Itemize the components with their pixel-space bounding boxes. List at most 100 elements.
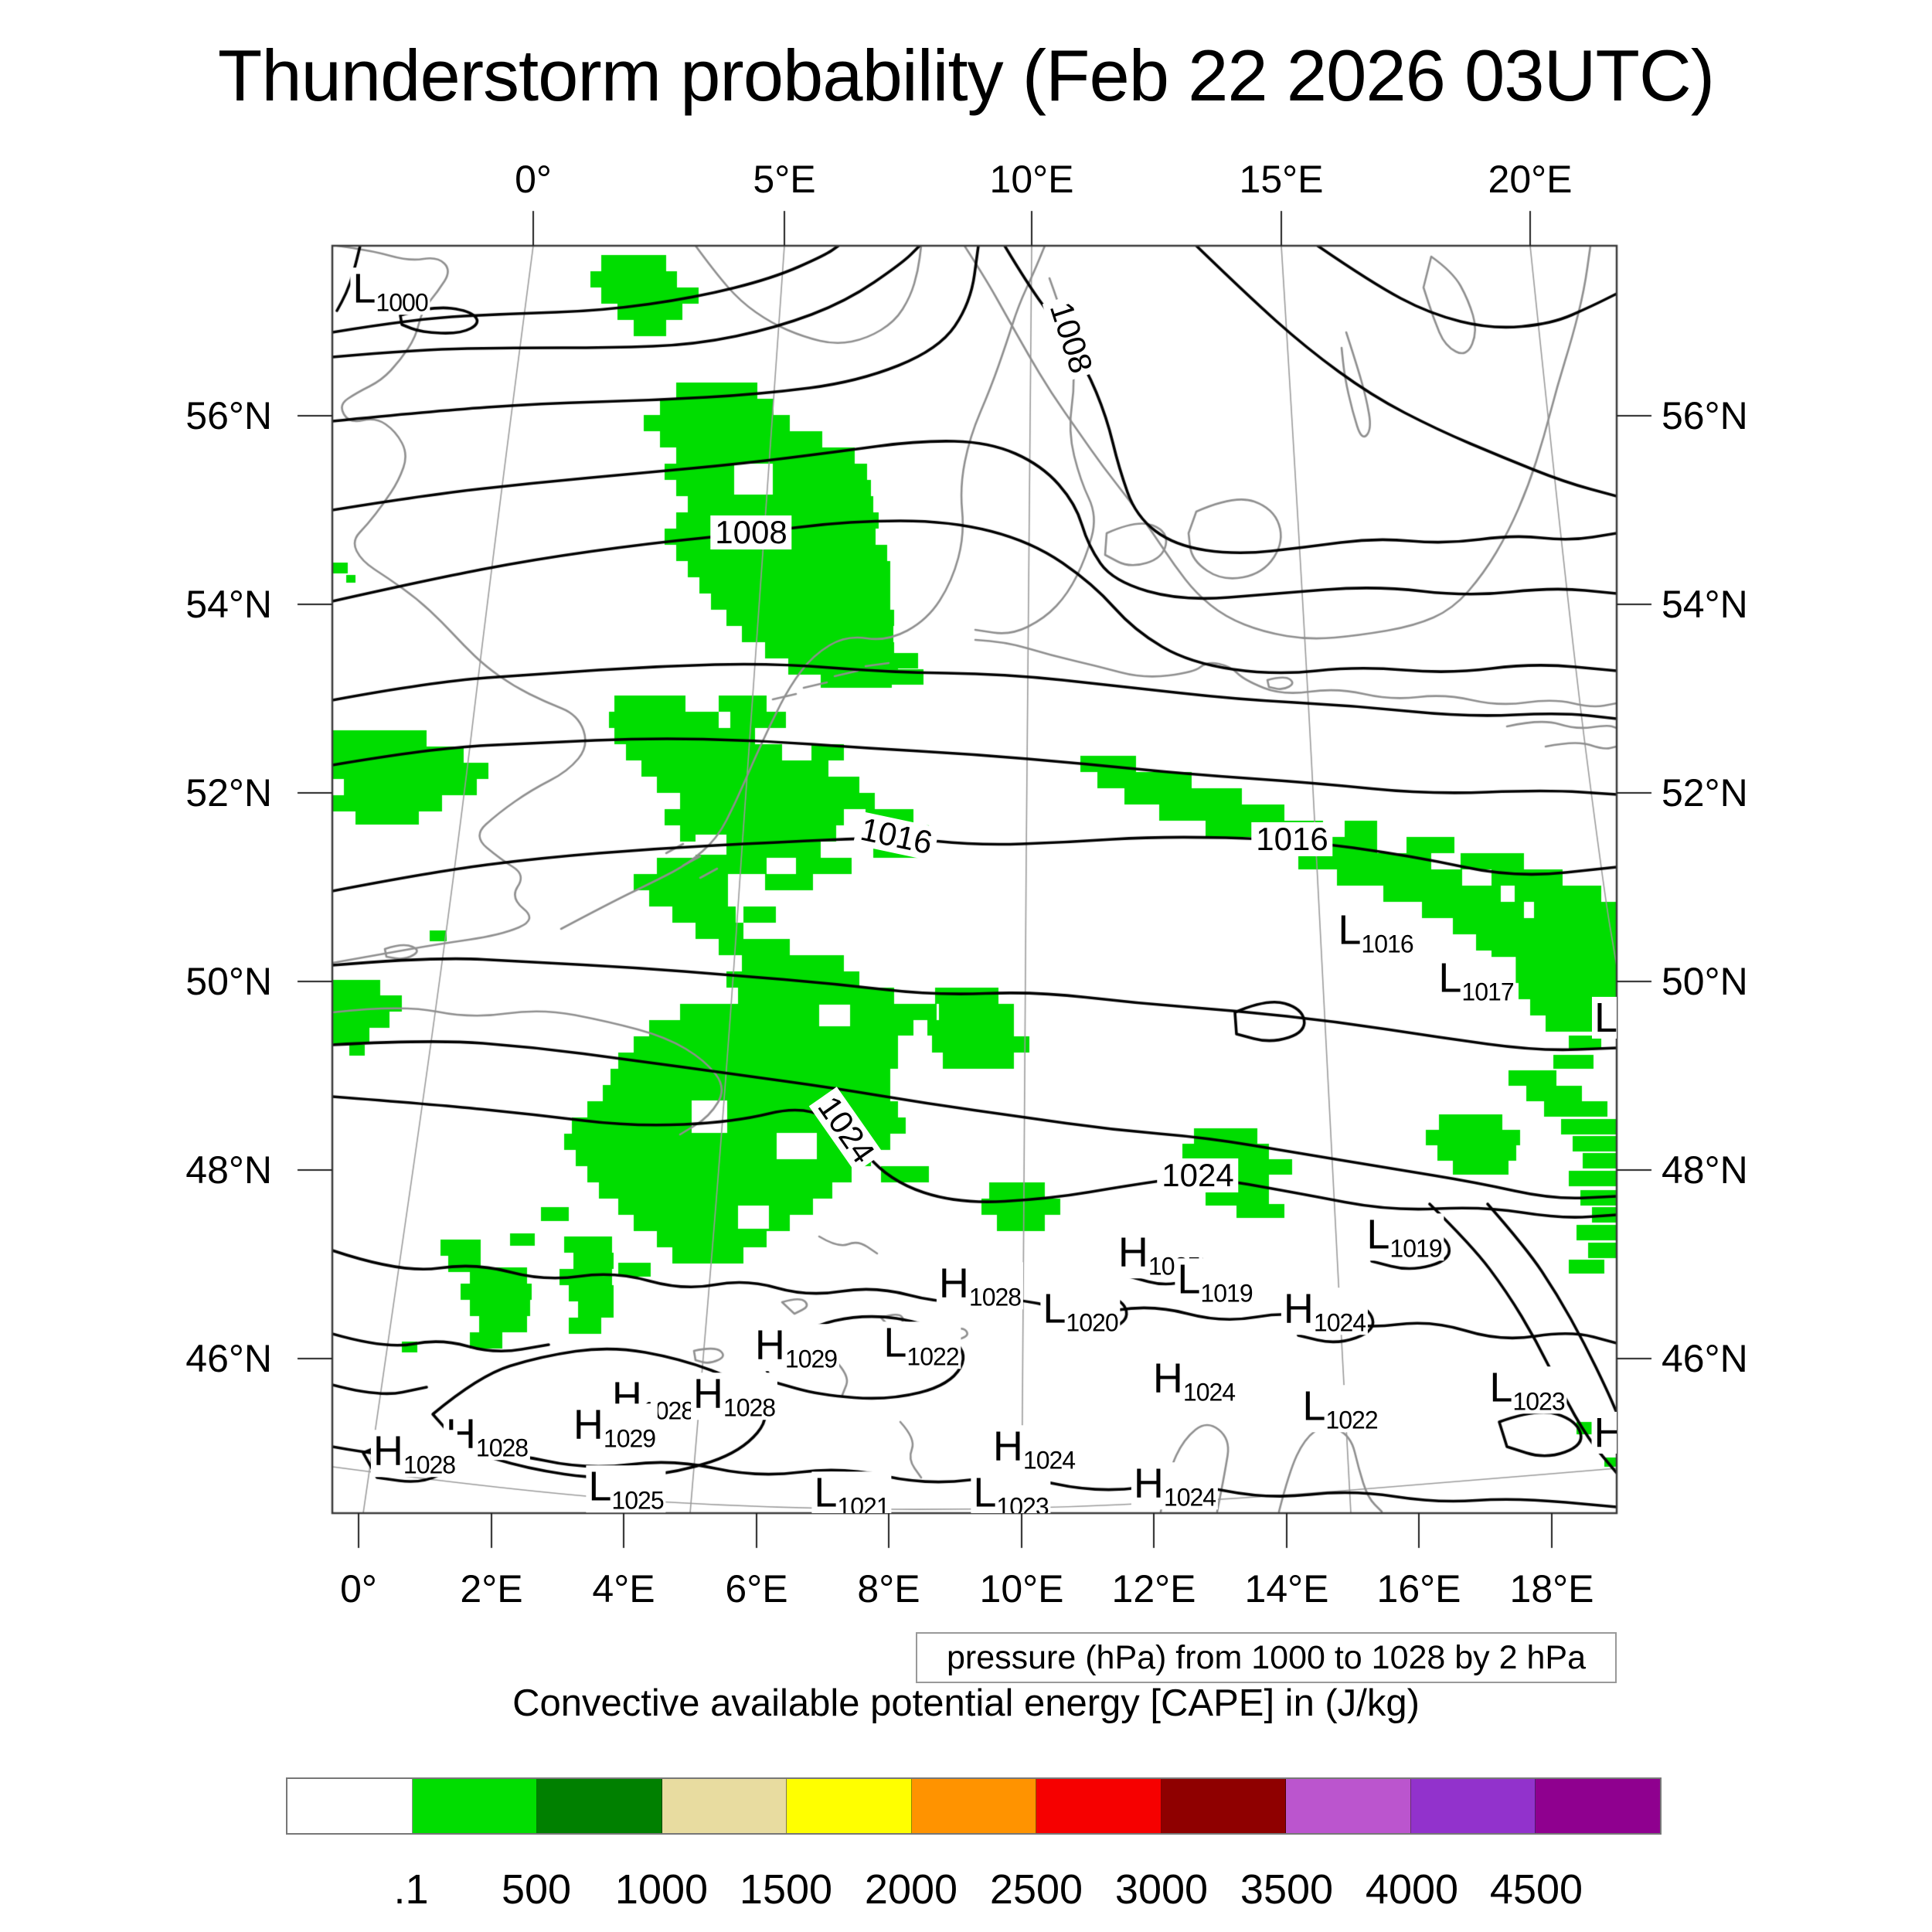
pressure-center-value: 1024 bbox=[1313, 1308, 1366, 1337]
pressure-center-letter: L bbox=[1489, 1364, 1513, 1411]
colorbar-tick-label: 2000 bbox=[864, 1866, 958, 1913]
colorbar-tick-label: 4000 bbox=[1365, 1866, 1459, 1913]
bottom-axis-tick-label: 18°E bbox=[1509, 1567, 1594, 1611]
pressure-center-value: 1028 bbox=[403, 1451, 456, 1479]
colorbar-segment bbox=[1161, 1779, 1287, 1833]
pressure-caption-box: pressure (hPa) from 1000 to 1028 by 2 hP… bbox=[916, 1632, 1617, 1683]
pressure-center-value: 1000 bbox=[376, 288, 428, 317]
isobar-value-label: 1016 bbox=[852, 811, 940, 862]
left-axis-tick-label: 50°N bbox=[185, 960, 272, 1003]
low-pressure-center-label: L1019 bbox=[1364, 1211, 1444, 1263]
high-pressure-center-label: H1024 bbox=[1131, 1462, 1219, 1512]
bottom-axis-tick-label: 12°E bbox=[1111, 1567, 1196, 1611]
right-axis-tick-label: 50°N bbox=[1662, 960, 1748, 1003]
right-axis-tick-label: 46°N bbox=[1662, 1337, 1748, 1380]
pressure-center-letter: H bbox=[1152, 1355, 1183, 1402]
pressure-center-value: 1022 bbox=[906, 1342, 959, 1371]
page-title: Thunderstorm probability (Feb 22 2026 03… bbox=[217, 35, 1715, 116]
top-axis-tick-label: 5°E bbox=[753, 158, 816, 201]
isobar-value-label: 1016 bbox=[1251, 822, 1333, 856]
pressure-center-letter: L bbox=[352, 265, 376, 312]
pressure-center-letter: L bbox=[1594, 994, 1617, 1041]
colorbar-tick-label: 3000 bbox=[1114, 1866, 1209, 1913]
bottom-axis-tick-label: 0° bbox=[340, 1567, 377, 1611]
pressure-center-value: 1024 bbox=[1022, 1446, 1076, 1475]
pressure-center-value: 1023 bbox=[1512, 1387, 1565, 1416]
low-pressure-center-label: L1019 bbox=[1175, 1256, 1255, 1308]
right-axis-tick-label: 48°N bbox=[1662, 1148, 1748, 1192]
pressure-center-letter: L bbox=[814, 1469, 838, 1513]
high-pressure-center-label: H1029 bbox=[570, 1403, 658, 1451]
colorbar-tick-label: .1 bbox=[393, 1866, 429, 1913]
colorbar-segment bbox=[787, 1779, 912, 1833]
bottom-axis-tick-label: 2°E bbox=[460, 1567, 523, 1611]
legend-title: Convective available potential energy [C… bbox=[512, 1682, 1420, 1724]
low-pressure-center-label: L1021 bbox=[811, 1469, 892, 1513]
pressure-center-value: 1020 bbox=[1066, 1308, 1118, 1337]
low-pressure-center-label: L1023 bbox=[1487, 1364, 1567, 1416]
colorbar-tick-label: 1000 bbox=[614, 1866, 709, 1913]
colorbar-segment bbox=[287, 1779, 413, 1833]
colorbar-tick-label: 1500 bbox=[739, 1866, 833, 1913]
isobar-value-label: 1008 bbox=[710, 515, 792, 549]
pressure-center-letter: H bbox=[692, 1370, 723, 1417]
colorbar-segment bbox=[911, 1779, 1037, 1833]
low-pressure-center-label: L1022 bbox=[1300, 1385, 1380, 1434]
pressure-center-letter: H bbox=[372, 1427, 403, 1475]
high-pressure-center-label: H bbox=[1591, 1411, 1617, 1454]
low-pressure-center-label: L bbox=[1591, 994, 1617, 1041]
pressure-center-letter: H bbox=[938, 1260, 969, 1307]
isobar-value-label: 1024 bbox=[808, 1087, 884, 1173]
pressure-center-value: 1029 bbox=[784, 1345, 838, 1373]
pressure-center-value: 1016 bbox=[1361, 930, 1413, 958]
colorbar-segment bbox=[412, 1779, 538, 1833]
pressure-center-letter: L bbox=[883, 1319, 907, 1366]
low-pressure-center-label: L1017 bbox=[1436, 954, 1516, 1005]
pressure-center-letter: L bbox=[1177, 1256, 1201, 1303]
high-pressure-center-label: H1029 bbox=[752, 1324, 840, 1373]
right-axis-tick-label: 52°N bbox=[1662, 771, 1748, 815]
left-axis-tick-label: 54°N bbox=[185, 583, 272, 626]
cape-colorbar bbox=[286, 1777, 1662, 1835]
high-pressure-center-label: H1028 bbox=[690, 1370, 778, 1422]
colorbar-segment bbox=[1410, 1779, 1536, 1833]
bottom-axis-tick-label: 6°E bbox=[725, 1567, 788, 1611]
top-axis-tick-label: 10°E bbox=[989, 158, 1074, 201]
high-pressure-center-label: H1024 bbox=[1281, 1287, 1369, 1337]
pressure-center-letter: L bbox=[973, 1469, 997, 1513]
pressure-center-value: 1028 bbox=[968, 1283, 1022, 1311]
isobar-value-label: 1008 bbox=[1042, 294, 1100, 382]
colorbar-tick-label: 3500 bbox=[1240, 1866, 1334, 1913]
bottom-axis-tick-label: 8°E bbox=[857, 1567, 920, 1611]
left-axis-tick-label: 52°N bbox=[185, 771, 272, 815]
pressure-center-value: 1028 bbox=[475, 1434, 529, 1462]
map-label-layer: L1000L1016L1017LH1025L1019H1028L1019L102… bbox=[332, 246, 1617, 1513]
pressure-center-value: 1019 bbox=[1200, 1279, 1253, 1308]
top-axis-tick-label: 0° bbox=[515, 158, 552, 201]
colorbar-segment bbox=[662, 1779, 787, 1833]
right-axis-tick-label: 56°N bbox=[1662, 394, 1748, 437]
pressure-center-value: 1024 bbox=[1163, 1483, 1216, 1512]
top-axis-tick-label: 20°E bbox=[1488, 158, 1573, 201]
left-axis-tick-label: 46°N bbox=[185, 1337, 272, 1380]
bottom-axis-tick-label: 16°E bbox=[1376, 1567, 1461, 1611]
pressure-center-value: 1022 bbox=[1325, 1406, 1378, 1434]
colorbar-segment bbox=[1536, 1779, 1661, 1833]
colorbar-tick-label: 500 bbox=[501, 1866, 572, 1913]
pressure-center-value: 1025 bbox=[611, 1486, 664, 1513]
low-pressure-center-label: L1023 bbox=[971, 1469, 1051, 1513]
pressure-center-letter: L bbox=[1438, 954, 1462, 1002]
bottom-axis-tick-label: 14°E bbox=[1244, 1567, 1329, 1611]
pressure-center-letter: L bbox=[588, 1463, 612, 1510]
low-pressure-center-label: L1000 bbox=[350, 267, 430, 315]
pressure-center-value: 1024 bbox=[1182, 1378, 1236, 1406]
pressure-center-value: 1019 bbox=[1389, 1234, 1442, 1263]
high-pressure-center-label: H1024 bbox=[1150, 1355, 1238, 1406]
pressure-center-value: 1028 bbox=[723, 1393, 776, 1422]
pressure-center-value: 1023 bbox=[996, 1492, 1049, 1513]
pressure-center-letter: L bbox=[1338, 906, 1362, 954]
pressure-center-letter: L bbox=[1366, 1211, 1390, 1258]
colorbar-segment bbox=[537, 1779, 662, 1833]
